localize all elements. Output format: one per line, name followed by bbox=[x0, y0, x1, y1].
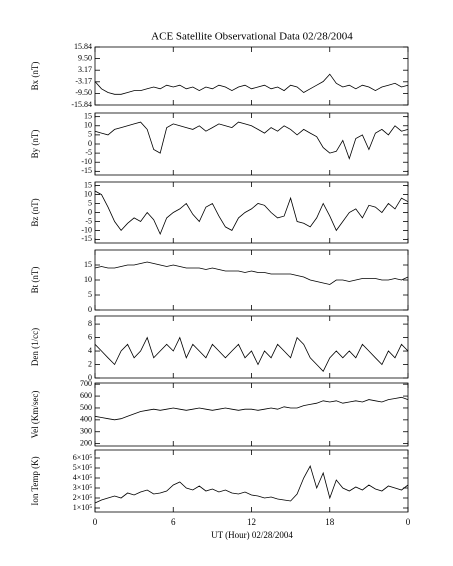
chart-title: ACE Satellite Observational Data 02/28/2… bbox=[151, 31, 353, 43]
y-tick-label: 3.17 bbox=[78, 65, 92, 74]
y-axis-label: Bt (nT) bbox=[30, 267, 40, 294]
panel-frame bbox=[94, 249, 409, 311]
y-tick-label: 15 bbox=[84, 111, 92, 120]
y-tick-label: 6×10⁵ bbox=[73, 453, 93, 462]
y-tick-label: -5 bbox=[85, 148, 92, 157]
y-tick-label: -15 bbox=[81, 166, 92, 175]
y-tick-label: 15.84 bbox=[74, 42, 92, 51]
panel-frame bbox=[94, 112, 409, 176]
y-axis-label: Bx (nT) bbox=[30, 62, 40, 91]
y-tick-label: 8 bbox=[88, 319, 92, 328]
y-tick-label: -15.84 bbox=[71, 100, 92, 109]
y-tick-label: 10 bbox=[84, 275, 92, 284]
y-tick-label: 0 bbox=[88, 305, 92, 314]
y-tick-label: 4 bbox=[88, 346, 92, 355]
x-tick-label: 0 bbox=[406, 517, 411, 527]
y-tick-label: 200 bbox=[80, 438, 92, 447]
y-tick-label: 15 bbox=[84, 180, 92, 189]
y-axis-label: By (nT) bbox=[30, 130, 40, 159]
y-tick-label: 500 bbox=[80, 403, 92, 412]
data-line bbox=[94, 336, 409, 372]
y-tick-label: 15 bbox=[84, 260, 92, 269]
panel-frame bbox=[94, 46, 409, 106]
panel-frame bbox=[94, 449, 409, 513]
y-axis-label: Ion Temp (K) bbox=[30, 456, 40, 505]
data-line bbox=[94, 396, 409, 421]
y-tick-label: 5×10⁵ bbox=[73, 463, 93, 472]
y-tick-label: 5 bbox=[88, 290, 92, 299]
x-tick-label: 12 bbox=[247, 517, 256, 527]
x-tick-label: 6 bbox=[171, 517, 176, 527]
panel-frame bbox=[94, 181, 409, 244]
data-line bbox=[94, 73, 409, 95]
y-tick-label: 5 bbox=[88, 130, 92, 139]
x-tick-label: 18 bbox=[325, 517, 335, 527]
y-tick-label: -10 bbox=[81, 157, 92, 166]
y-tick-label: 2×10⁵ bbox=[73, 493, 93, 502]
data-line bbox=[94, 464, 409, 504]
y-tick-label: -3.17 bbox=[75, 77, 92, 86]
y-tick-label: 5 bbox=[88, 198, 92, 207]
x-tick-label: 0 bbox=[93, 517, 98, 527]
y-tick-label: 10 bbox=[84, 121, 92, 130]
y-tick-label: 3×10⁵ bbox=[73, 483, 93, 492]
data-line bbox=[94, 190, 409, 236]
y-tick-label: -5 bbox=[85, 216, 92, 225]
data-line bbox=[94, 261, 409, 285]
y-tick-label: 0 bbox=[88, 207, 92, 216]
y-tick-label: 10 bbox=[84, 189, 92, 198]
y-tick-label: 9.50 bbox=[78, 53, 92, 62]
y-axis-label: Den (1/cc) bbox=[30, 328, 40, 366]
y-tick-label: 700 bbox=[80, 379, 92, 388]
y-tick-label: -15 bbox=[81, 234, 92, 243]
y-tick-label: 2 bbox=[88, 359, 92, 368]
y-axis-label: Vel (Km/sec) bbox=[30, 391, 40, 439]
y-tick-label: 0 bbox=[88, 373, 92, 382]
data-line bbox=[94, 121, 409, 160]
y-tick-label: 4×10⁵ bbox=[73, 473, 93, 482]
panel-frame bbox=[94, 382, 409, 447]
y-tick-label: 300 bbox=[80, 427, 92, 436]
y-axis-label: Bz (nT) bbox=[30, 198, 40, 226]
x-axis-label: UT (Hour) 02/28/2004 bbox=[211, 530, 293, 540]
y-tick-label: 0 bbox=[88, 139, 92, 148]
y-tick-label: 400 bbox=[80, 415, 92, 424]
y-tick-label: 6 bbox=[88, 332, 92, 341]
y-tick-label: -10 bbox=[81, 225, 92, 234]
y-tick-label: 1×10⁵ bbox=[73, 503, 93, 512]
y-tick-label: 600 bbox=[80, 391, 92, 400]
y-tick-label: -9.50 bbox=[75, 88, 92, 97]
